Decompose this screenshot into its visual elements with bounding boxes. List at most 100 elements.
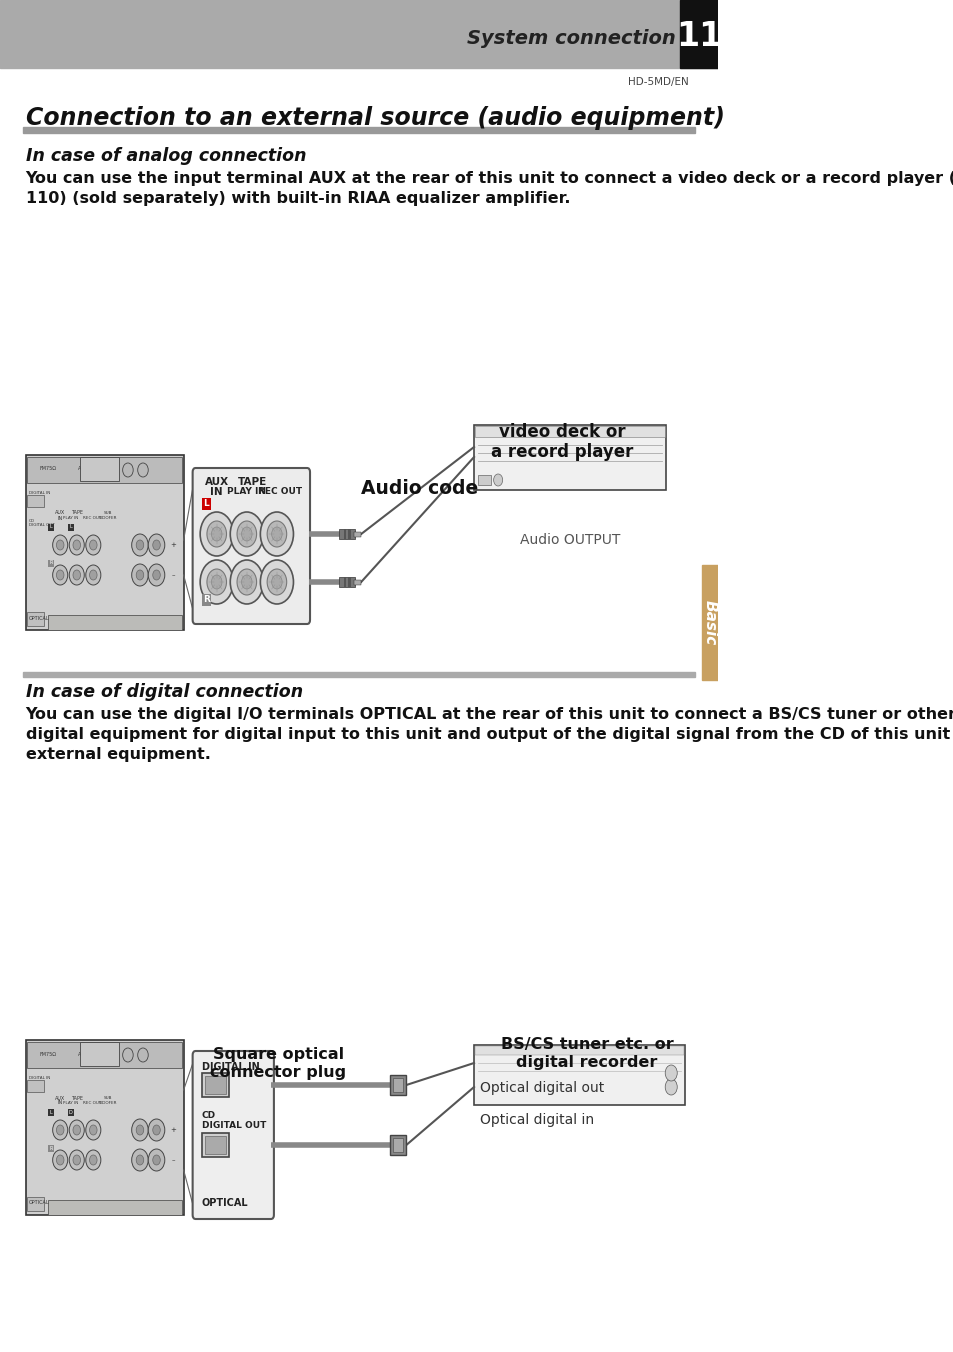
- Circle shape: [70, 565, 84, 585]
- Circle shape: [148, 1119, 165, 1141]
- Bar: [390, 1134, 406, 1155]
- Circle shape: [664, 1065, 677, 1082]
- Bar: [27, 1042, 182, 1068]
- Text: external equipment.: external equipment.: [26, 746, 211, 761]
- Text: digital recorder: digital recorder: [516, 1055, 657, 1069]
- Circle shape: [73, 1155, 80, 1165]
- Text: PLAY IN: PLAY IN: [63, 1101, 78, 1105]
- Text: HD-5MD/EN: HD-5MD/EN: [627, 77, 688, 87]
- Text: WOOFER: WOOFER: [99, 1101, 117, 1105]
- Text: REC OUT: REC OUT: [83, 1101, 101, 1105]
- Circle shape: [272, 575, 282, 589]
- Bar: [27, 612, 44, 626]
- Bar: [201, 1073, 229, 1096]
- Circle shape: [132, 564, 148, 585]
- Text: AUX: AUX: [55, 1095, 65, 1101]
- Text: DIGITAL IN: DIGITAL IN: [29, 1076, 50, 1080]
- Bar: [348, 529, 351, 539]
- Bar: [338, 529, 355, 539]
- Text: L: L: [50, 525, 52, 530]
- Bar: [393, 1078, 403, 1092]
- Circle shape: [132, 534, 148, 556]
- Bar: [679, 0, 717, 68]
- Bar: [354, 580, 361, 584]
- Text: PLAY IN: PLAY IN: [226, 488, 265, 496]
- FancyBboxPatch shape: [193, 468, 310, 625]
- Bar: [390, 1075, 406, 1095]
- Bar: [26, 1040, 183, 1215]
- Bar: [23, 127, 695, 132]
- Bar: [348, 577, 351, 587]
- Circle shape: [52, 565, 68, 585]
- Bar: [80, 1042, 119, 1065]
- Circle shape: [152, 1155, 160, 1165]
- Bar: [26, 456, 183, 630]
- Text: 110) (sold separately) with built-in RIAA equalizer amplifier.: 110) (sold separately) with built-in RIA…: [26, 191, 570, 206]
- Circle shape: [52, 535, 68, 556]
- Circle shape: [56, 1155, 64, 1165]
- Circle shape: [132, 1119, 148, 1141]
- Bar: [201, 594, 211, 606]
- Circle shape: [236, 521, 256, 548]
- Bar: [477, 475, 491, 485]
- Circle shape: [73, 571, 80, 580]
- Circle shape: [56, 1125, 64, 1134]
- Bar: [205, 1136, 226, 1155]
- Circle shape: [148, 1149, 165, 1171]
- Circle shape: [90, 571, 97, 580]
- Bar: [27, 457, 182, 483]
- Text: BS/CS tuner etc. or: BS/CS tuner etc. or: [500, 1037, 673, 1052]
- Circle shape: [132, 1149, 148, 1171]
- Text: REC OUT: REC OUT: [83, 516, 101, 521]
- Text: TAPE: TAPE: [237, 477, 267, 487]
- Circle shape: [136, 571, 144, 580]
- Circle shape: [236, 569, 256, 595]
- Text: Audio code: Audio code: [361, 479, 478, 498]
- Bar: [205, 1076, 226, 1094]
- Text: +: +: [170, 542, 175, 548]
- FancyBboxPatch shape: [193, 1051, 274, 1220]
- Circle shape: [70, 1119, 84, 1140]
- Text: Connection to an external source (audio equipment): Connection to an external source (audio …: [26, 105, 723, 130]
- Circle shape: [152, 539, 160, 550]
- Text: System connection: System connection: [467, 28, 675, 47]
- Bar: [701, 565, 717, 680]
- Text: DIGITAL IN: DIGITAL IN: [201, 1063, 259, 1072]
- Text: In case of digital connection: In case of digital connection: [26, 683, 302, 700]
- Bar: [343, 529, 346, 539]
- Text: DIGITAL OUT: DIGITAL OUT: [201, 1121, 266, 1129]
- Circle shape: [86, 565, 101, 585]
- Bar: [474, 1045, 684, 1105]
- Circle shape: [90, 1125, 97, 1134]
- Bar: [48, 1201, 182, 1215]
- Text: PLAY IN: PLAY IN: [63, 516, 78, 521]
- Bar: [475, 1046, 683, 1055]
- Text: TAPE: TAPE: [71, 511, 83, 515]
- Circle shape: [267, 569, 287, 595]
- Circle shape: [148, 534, 165, 556]
- Bar: [48, 1145, 54, 1152]
- Text: R: R: [50, 561, 52, 565]
- Text: L: L: [70, 525, 72, 530]
- Text: video deck or: video deck or: [498, 423, 625, 441]
- Circle shape: [664, 1079, 677, 1095]
- Bar: [475, 426, 664, 437]
- Text: IN: IN: [57, 1101, 63, 1106]
- Circle shape: [260, 560, 294, 604]
- Circle shape: [267, 521, 287, 548]
- Circle shape: [207, 521, 226, 548]
- Text: OPTICAL: OPTICAL: [29, 1201, 50, 1206]
- Text: R: R: [50, 1145, 52, 1151]
- Circle shape: [148, 564, 165, 585]
- Circle shape: [241, 527, 252, 541]
- Bar: [27, 1080, 44, 1092]
- Circle shape: [200, 512, 233, 556]
- Bar: [474, 425, 665, 489]
- Text: –: –: [172, 1157, 174, 1163]
- Circle shape: [207, 569, 226, 595]
- Text: AM: AM: [78, 466, 86, 472]
- Circle shape: [230, 560, 263, 604]
- Text: +: +: [170, 1128, 175, 1133]
- Bar: [393, 1138, 403, 1152]
- Circle shape: [137, 462, 148, 477]
